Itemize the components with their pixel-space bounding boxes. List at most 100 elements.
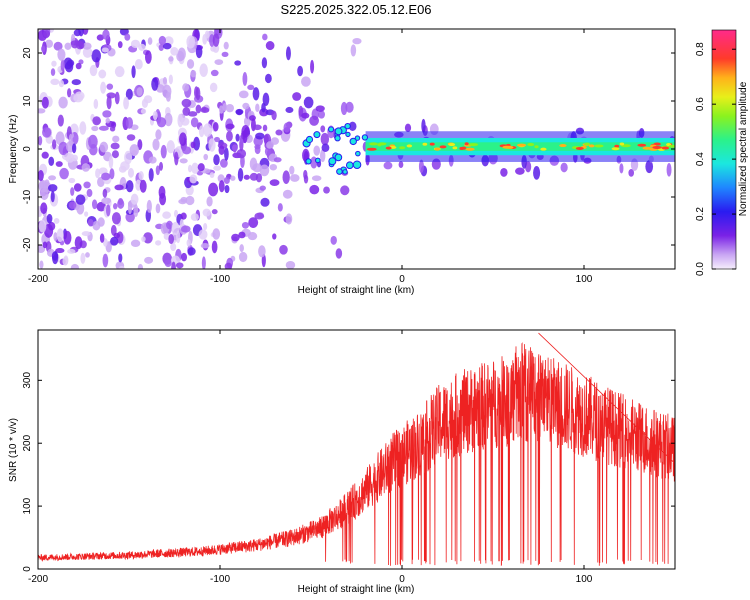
spectrogram-blob bbox=[209, 82, 218, 93]
spectrogram-blob bbox=[218, 180, 225, 193]
band-hotspot bbox=[429, 142, 435, 146]
spectrogram-blob bbox=[404, 123, 412, 133]
spectrogram-blob bbox=[141, 236, 146, 242]
band-hotspot bbox=[584, 142, 590, 146]
spectrogram-blob bbox=[174, 151, 179, 166]
spectrogram-blob bbox=[106, 83, 114, 90]
spectrogram-blob bbox=[292, 92, 302, 101]
spectrogram-blob bbox=[118, 265, 125, 269]
spectrogram-blob bbox=[255, 173, 263, 183]
spectrogram-blob bbox=[275, 129, 283, 136]
spectrogram-blob bbox=[164, 259, 172, 268]
band-hotspot bbox=[652, 145, 662, 149]
spectrogram-blob bbox=[138, 43, 146, 51]
spectrogram-blob bbox=[98, 69, 107, 79]
spectrogram-blob bbox=[38, 219, 47, 233]
spectrogram-blob bbox=[102, 110, 112, 118]
spectrogram-blob bbox=[213, 136, 221, 143]
spectrogram-blob bbox=[289, 174, 300, 182]
spectrogram-blob bbox=[125, 117, 134, 129]
spectrogram-blob bbox=[78, 29, 84, 37]
snr-frame bbox=[37, 329, 676, 570]
spectrogram-blob bbox=[252, 87, 260, 101]
spectrogram-blob bbox=[187, 111, 198, 117]
spectrogram-blob bbox=[261, 102, 266, 113]
spectrogram-blob bbox=[146, 199, 152, 213]
spectrogram-y-label: Frequency (Hz) bbox=[8, 115, 19, 184]
spectrogram-blob bbox=[301, 76, 311, 87]
band-hotspot bbox=[619, 142, 625, 146]
spectrogram-blob bbox=[171, 261, 176, 269]
spectrogram-blob bbox=[58, 141, 69, 156]
band-hotspot bbox=[422, 142, 428, 146]
spectrogram-blob bbox=[53, 218, 60, 224]
spectrogram-blob bbox=[190, 213, 199, 221]
band-hotspot bbox=[452, 146, 458, 150]
spectrogram-blob bbox=[289, 165, 295, 175]
spectrogram-cyan-blob bbox=[354, 135, 361, 141]
band-hotspot bbox=[448, 143, 456, 147]
spectrogram-blob bbox=[46, 213, 53, 224]
spectrogram-blob bbox=[217, 174, 225, 183]
spectrogram-x-ticks: -200 -100 0 100 bbox=[28, 29, 593, 285]
spectrogram-blob bbox=[223, 176, 230, 185]
spectrogram-blob bbox=[101, 197, 112, 205]
spectrogram-blob bbox=[109, 126, 116, 132]
spectrogram-blob bbox=[170, 242, 177, 252]
spectrogram-y-ticks: 20 10 0 -10 -20 bbox=[22, 47, 675, 252]
spectrogram-blob bbox=[213, 165, 222, 171]
spectrogram-blob bbox=[97, 217, 105, 227]
colorbar-tick-label: 0.8 bbox=[695, 42, 706, 56]
spectrogram-blob bbox=[125, 88, 133, 100]
spectrogram-blob bbox=[55, 131, 65, 146]
spectrogram-blob bbox=[313, 145, 321, 156]
spectrogram-blob bbox=[221, 51, 229, 58]
spectrogram-blob bbox=[282, 170, 290, 185]
spectrogram-blob bbox=[320, 125, 326, 133]
band-hotspot bbox=[464, 142, 469, 146]
spectrogram-blob bbox=[212, 33, 220, 47]
spectrogram-y-tick-label: -20 bbox=[22, 237, 33, 252]
spectrogram-blob bbox=[242, 129, 248, 144]
spectrogram-blob bbox=[200, 107, 210, 114]
spectrogram-blob bbox=[89, 64, 98, 77]
spectrogram-blob bbox=[619, 163, 624, 174]
spectrogram-cyan-blob bbox=[352, 160, 362, 169]
spectrogram-cyan-blob bbox=[345, 161, 354, 170]
spectrogram-blob bbox=[87, 219, 94, 227]
colorbar-gradient bbox=[711, 29, 737, 270]
spectrogram-blob bbox=[102, 188, 108, 198]
spectrogram-blob bbox=[301, 112, 310, 119]
spectrogram-blob bbox=[180, 225, 191, 233]
spectrogram-blob bbox=[125, 180, 134, 193]
band-hotspot bbox=[465, 147, 475, 151]
spectrogram-blob bbox=[112, 135, 120, 143]
spectrogram-blob bbox=[168, 233, 174, 245]
spectrogram-blob bbox=[202, 208, 211, 217]
spectrogram-blob bbox=[533, 165, 541, 180]
spectrogram-blob bbox=[58, 96, 68, 109]
spectrogram-x-tick-label: 0 bbox=[399, 274, 405, 285]
spectrogram-blob bbox=[345, 101, 354, 113]
spectrogram-blob bbox=[64, 42, 72, 50]
spectrogram-blob bbox=[100, 81, 107, 94]
snr-series-line bbox=[38, 332, 675, 567]
spectrogram-blob bbox=[203, 123, 213, 137]
spectrogram-blob bbox=[247, 232, 258, 241]
spectrogram-blob bbox=[218, 145, 225, 156]
spectrogram-blob bbox=[152, 110, 158, 121]
spectrogram-blob bbox=[131, 65, 136, 79]
spectrogram-blob bbox=[148, 156, 157, 164]
spectrogram-blob bbox=[137, 139, 143, 151]
band-hotspot bbox=[460, 146, 467, 150]
spectrogram-blob bbox=[162, 84, 172, 99]
spectrogram-y-tick-label: -10 bbox=[22, 189, 33, 204]
spectrogram-blob bbox=[55, 161, 63, 167]
spectrogram-blob bbox=[71, 143, 77, 154]
spectrogram-blob bbox=[109, 168, 115, 180]
spectrogram-blob bbox=[255, 132, 265, 140]
band-hotspot bbox=[369, 142, 378, 146]
spectrogram-blob bbox=[303, 169, 308, 180]
spectrogram-blob bbox=[70, 263, 80, 269]
